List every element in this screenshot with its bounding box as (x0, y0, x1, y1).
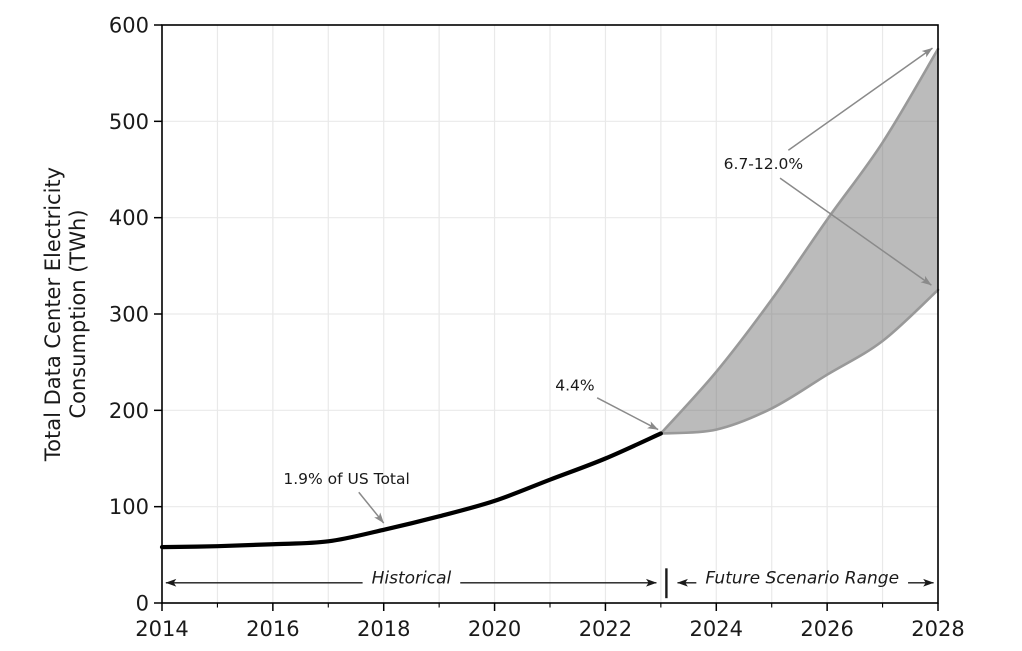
y-tick-label: 200 (109, 399, 149, 423)
tick-labels: 2014 2016 2018 2020 2022 2024 2026 2028 0 100 200 3… (109, 14, 965, 642)
annotations: 1.9% of US Total 4.4% 6.7-12.0% (283, 47, 933, 524)
historical-line (159, 431, 663, 550)
annotation-label-pct-2028: 6.7-12.0% (724, 155, 803, 173)
annotation-label-pct-2023: 4.4% (555, 377, 594, 395)
x-tick-label: 2024 (690, 617, 743, 641)
range-label-historical: Historical (372, 569, 452, 589)
y-axis-label-line-2: Consumption (TWh) (66, 209, 90, 418)
annotation-arrow-pct-2018 (358, 491, 385, 524)
x-tick-label: 2026 (800, 617, 853, 641)
range-label-future: Future Scenario Range (705, 569, 899, 589)
series-lines (159, 47, 940, 550)
y-tick-label: 400 (109, 206, 149, 230)
x-tick-label: 2016 (246, 617, 299, 641)
annotation-label-pct-2018: 1.9% of US Total (283, 470, 409, 488)
future-scenario-high-line (659, 47, 940, 435)
y-tick-label: 0 (136, 592, 149, 616)
annotation-arrow-pct-2028 (787, 47, 933, 151)
future-scenario-band (660, 49, 938, 434)
annotation-arrow-pct-2023 (596, 397, 659, 431)
annotation-arrow-pct-2028 (779, 177, 932, 286)
y-tick-label: 600 (109, 14, 149, 38)
x-tick-label: 2020 (468, 617, 521, 641)
future-scenario-low-line (659, 288, 940, 435)
y-tick-label: 300 (109, 303, 149, 327)
x-tick-label: 2018 (357, 617, 410, 641)
x-tick-label: 2014 (135, 617, 188, 641)
y-tick-label: 500 (109, 110, 149, 134)
x-tick-label: 2028 (911, 617, 964, 641)
gridlines (162, 25, 938, 603)
y-tick-label: 100 (109, 495, 149, 519)
range-markers: Historical Future Scenario Range (165, 568, 934, 599)
x-tick-label: 2022 (579, 617, 632, 641)
y-axis-label-line-1: Total Data Center Electricity (41, 167, 65, 462)
tick-marks (154, 24, 939, 611)
